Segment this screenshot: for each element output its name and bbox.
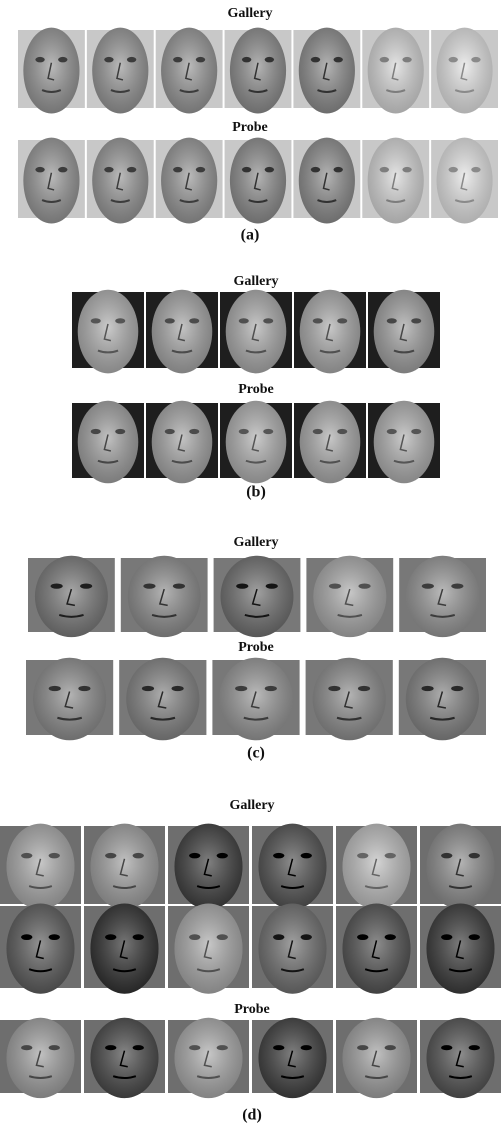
face-image xyxy=(336,904,417,994)
face-image xyxy=(420,1018,501,1098)
label: Gallery xyxy=(233,535,278,550)
face-image xyxy=(146,401,218,484)
figure: Gallery Probe (a) Gallery Probe (b) Gall… xyxy=(0,0,501,1132)
face-image xyxy=(368,290,440,374)
face-image xyxy=(220,401,292,484)
face-image xyxy=(168,1018,249,1098)
caption: (c) xyxy=(247,745,265,762)
caption: (b) xyxy=(246,484,266,501)
face-image xyxy=(84,824,165,910)
face-image xyxy=(399,658,486,741)
face-image xyxy=(84,904,165,994)
label: Probe xyxy=(232,120,268,135)
face-image xyxy=(362,28,429,114)
face-image xyxy=(368,401,440,484)
caption: (d) xyxy=(242,1107,262,1124)
label: Probe xyxy=(238,640,274,655)
face-image xyxy=(294,290,366,374)
face-image xyxy=(252,904,333,994)
face-image xyxy=(87,138,154,224)
face-image xyxy=(214,556,301,637)
label: Probe xyxy=(234,1002,270,1017)
face-image xyxy=(306,556,393,637)
face-image xyxy=(399,556,486,637)
face-image xyxy=(362,138,429,224)
face-image xyxy=(225,138,292,224)
face-image xyxy=(306,658,393,741)
face-image xyxy=(336,824,417,910)
face-image xyxy=(18,138,85,224)
face-image xyxy=(225,28,292,114)
label: Probe xyxy=(238,382,274,397)
face-image xyxy=(0,904,81,994)
face-image xyxy=(212,658,299,741)
face-image xyxy=(26,658,113,741)
face-image xyxy=(121,556,208,637)
face-image xyxy=(28,556,115,637)
face-image xyxy=(252,1018,333,1098)
face-image xyxy=(252,824,333,910)
face-image xyxy=(294,401,366,484)
face-image xyxy=(168,904,249,994)
face-image xyxy=(0,1018,81,1098)
face-image xyxy=(156,28,223,114)
face-image xyxy=(420,904,501,994)
face-image xyxy=(0,824,81,910)
face-image xyxy=(420,824,501,910)
face-image xyxy=(156,138,223,224)
label: Gallery xyxy=(229,798,274,813)
face-image xyxy=(84,1018,165,1098)
face-image xyxy=(293,28,360,114)
face-image xyxy=(168,824,249,910)
face-image xyxy=(431,28,498,114)
face-image xyxy=(431,138,498,224)
face-image xyxy=(72,401,144,484)
label: Gallery xyxy=(227,6,272,21)
face-image xyxy=(72,290,144,374)
face-image xyxy=(87,28,154,114)
caption: (a) xyxy=(241,227,260,244)
face-image xyxy=(146,290,218,374)
face-image xyxy=(220,290,292,374)
label: Gallery xyxy=(233,274,278,289)
face-image xyxy=(18,28,85,114)
face-image xyxy=(293,138,360,224)
face-image xyxy=(336,1018,417,1098)
face-image xyxy=(119,658,206,741)
